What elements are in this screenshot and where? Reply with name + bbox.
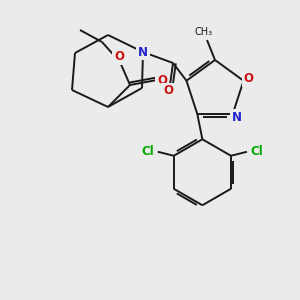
Text: N: N	[138, 46, 148, 59]
Text: O: O	[244, 72, 254, 85]
Text: N: N	[232, 111, 242, 124]
Text: Cl: Cl	[141, 145, 154, 158]
Text: CH₃: CH₃	[195, 27, 213, 37]
Text: Cl: Cl	[250, 145, 263, 158]
Text: O: O	[163, 85, 173, 98]
Text: O: O	[114, 50, 124, 64]
Text: O: O	[157, 74, 167, 86]
